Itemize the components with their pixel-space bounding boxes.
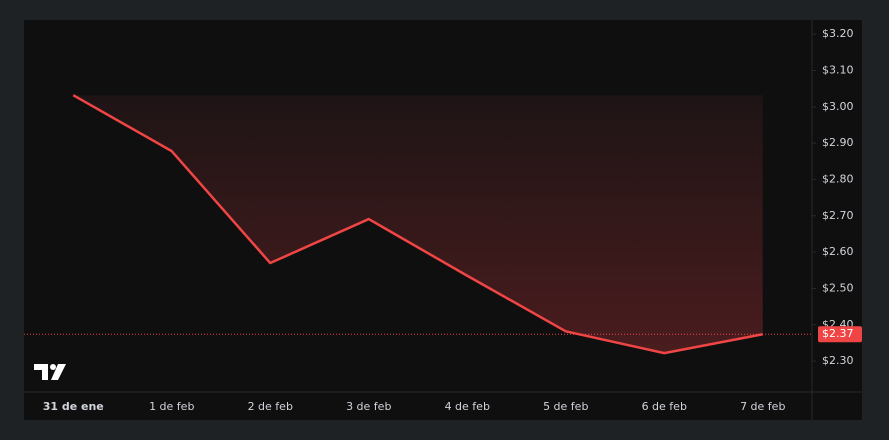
y-tick-label: $3.10 (822, 63, 854, 76)
x-tick-label: 3 de feb (346, 400, 391, 413)
x-tick-label: 7 de feb (740, 400, 785, 413)
last-price-box (818, 326, 862, 343)
y-tick-label: $2.50 (822, 281, 854, 294)
x-tick-label: 4 de feb (445, 400, 490, 413)
y-tick-label: $2.70 (822, 209, 854, 222)
x-tick-label: 31 de ene (43, 400, 104, 413)
y-tick-label: $2.60 (822, 245, 854, 258)
y-tick-label: $3.20 (822, 27, 854, 40)
y-tick-label: $2.30 (822, 354, 854, 367)
x-tick-label: 5 de feb (543, 400, 588, 413)
x-tick-label: 2 de feb (248, 400, 293, 413)
area-fill (73, 95, 763, 354)
y-tick-label: $2.80 (822, 172, 854, 185)
y-tick-label: $3.00 (822, 100, 854, 113)
x-tick-label: 6 de feb (642, 400, 687, 413)
logo (34, 364, 66, 380)
last-price-label: $2.37 (822, 327, 854, 340)
price-line (72, 94, 763, 355)
y-tick-label: $2.90 (822, 136, 854, 149)
x-tick-label: 1 de feb (149, 400, 194, 413)
